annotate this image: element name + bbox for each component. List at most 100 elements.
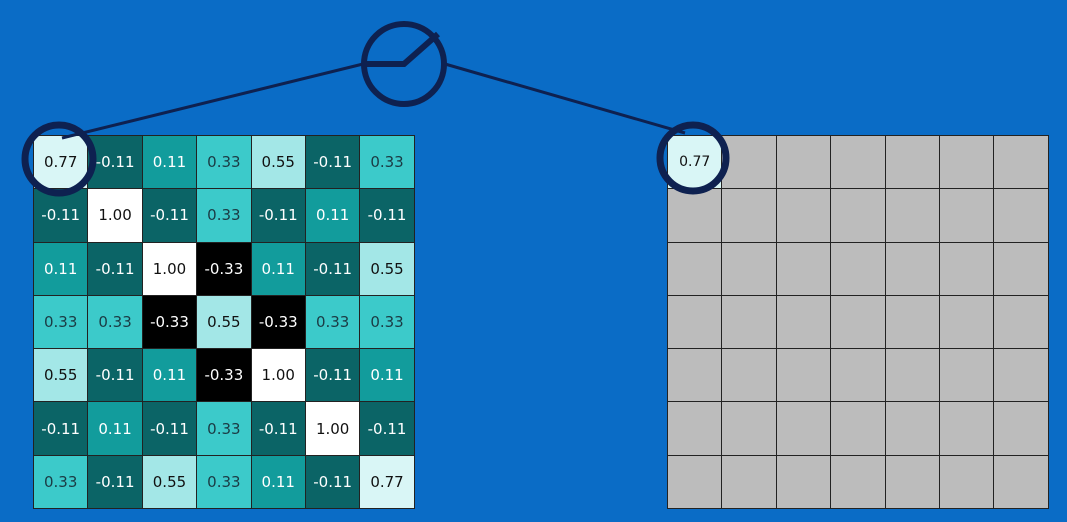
input-cell: 0.11 (251, 242, 305, 295)
connector-line-left (61, 62, 364, 140)
input-cell: 0.33 (34, 455, 88, 509)
output-cell (831, 455, 885, 509)
input-cell: 0.33 (197, 136, 251, 189)
input-cell: -0.11 (251, 189, 305, 242)
input-cell: 0.77 (360, 455, 414, 509)
input-cell: 0.11 (88, 402, 142, 455)
output-cell (994, 349, 1048, 402)
output-cell (939, 242, 994, 295)
output-cell (994, 136, 1048, 189)
input-cell: 0.11 (142, 136, 197, 189)
output-cell (994, 402, 1048, 455)
output-matrix: 0.77 (667, 135, 1049, 510)
input-cell: 0.11 (34, 242, 88, 295)
output-cell (776, 349, 831, 402)
output-cell (994, 189, 1048, 242)
input-cell: -0.11 (360, 402, 414, 455)
input-cell: 0.11 (360, 349, 414, 402)
output-cell (885, 455, 939, 509)
neuron-icon (361, 21, 447, 107)
input-cell: 0.55 (142, 455, 197, 509)
output-cell (668, 189, 722, 242)
output-cell (722, 349, 776, 402)
input-cell: 0.55 (34, 349, 88, 402)
input-cell: 0.55 (360, 242, 414, 295)
output-cell (885, 295, 939, 349)
output-cell (776, 295, 831, 349)
input-cell: -0.11 (142, 402, 197, 455)
input-cell: -0.11 (305, 136, 360, 189)
output-cell (939, 402, 994, 455)
input-cell: -0.11 (88, 349, 142, 402)
input-cell: -0.11 (142, 189, 197, 242)
output-cell (994, 295, 1048, 349)
input-cell: 0.33 (197, 455, 251, 509)
output-cell (722, 136, 776, 189)
output-cell (939, 189, 994, 242)
output-cell (939, 349, 994, 402)
input-cell: -0.33 (251, 295, 305, 349)
output-cell (994, 242, 1048, 295)
output-cell (885, 349, 939, 402)
output-cell (668, 295, 722, 349)
output-cell (885, 242, 939, 295)
output-cell (668, 455, 722, 509)
input-cell: -0.11 (305, 242, 360, 295)
output-cell (939, 136, 994, 189)
output-cell (722, 189, 776, 242)
output-cell (831, 349, 885, 402)
input-cell: 0.77 (34, 136, 88, 189)
output-cell (994, 455, 1048, 509)
input-cell: 1.00 (251, 349, 305, 402)
output-cell (831, 402, 885, 455)
input-cell: 0.33 (360, 136, 414, 189)
input-cell: -0.11 (34, 402, 88, 455)
output-cell (668, 349, 722, 402)
input-cell: -0.11 (88, 242, 142, 295)
output-cell (722, 242, 776, 295)
input-cell: -0.11 (360, 189, 414, 242)
input-cell: 0.55 (251, 136, 305, 189)
input-cell: -0.33 (197, 242, 251, 295)
input-cell: 0.33 (360, 295, 414, 349)
output-cell (885, 402, 939, 455)
connector-line-right (444, 62, 686, 135)
output-cell (831, 189, 885, 242)
input-cell: 0.33 (197, 189, 251, 242)
output-cell (831, 136, 885, 189)
output-cell (776, 402, 831, 455)
output-cell (939, 455, 994, 509)
input-cell: 0.33 (34, 295, 88, 349)
input-cell: -0.11 (34, 189, 88, 242)
output-cell (722, 402, 776, 455)
output-cell (776, 455, 831, 509)
input-cell: 0.11 (305, 189, 360, 242)
output-cell (668, 242, 722, 295)
input-cell: 0.33 (305, 295, 360, 349)
input-cell: 0.55 (197, 295, 251, 349)
input-cell: 0.33 (88, 295, 142, 349)
input-cell: -0.11 (251, 402, 305, 455)
input-cell: -0.11 (305, 455, 360, 509)
input-cell: 0.33 (197, 402, 251, 455)
input-cell: 1.00 (142, 242, 197, 295)
input-cell: 1.00 (305, 402, 360, 455)
output-cell (776, 189, 831, 242)
output-cell (776, 136, 831, 189)
input-cell: -0.33 (197, 349, 251, 402)
output-cell (885, 136, 939, 189)
output-cell (668, 402, 722, 455)
output-cell (885, 189, 939, 242)
input-cell: -0.33 (142, 295, 197, 349)
output-cell: 0.77 (668, 136, 722, 189)
output-cell (939, 295, 994, 349)
input-cell: -0.11 (305, 349, 360, 402)
input-matrix: 0.77 -0.11 0.11 0.33 0.55 -0.11 0.33 -0.11 1.00-… (33, 135, 415, 510)
output-cell (831, 242, 885, 295)
output-cell (776, 242, 831, 295)
input-cell: 0.11 (251, 455, 305, 509)
output-cell (722, 295, 776, 349)
input-cell: 0.11 (142, 349, 197, 402)
input-cell: -0.11 (88, 455, 142, 509)
output-cell (831, 295, 885, 349)
